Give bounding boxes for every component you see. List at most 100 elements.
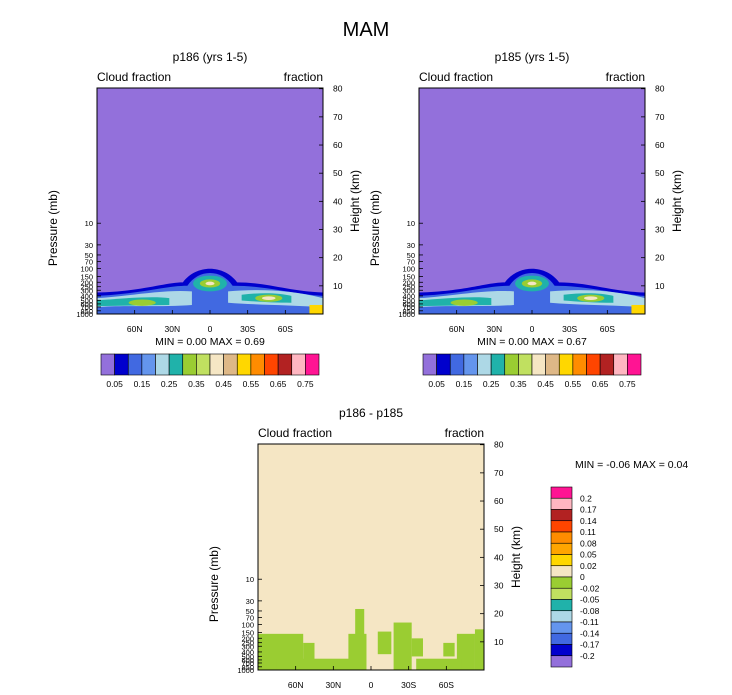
colorbar-label: 0.25 bbox=[161, 379, 178, 389]
contour-cell bbox=[450, 299, 478, 306]
pressure-tick-label: 850 bbox=[402, 307, 415, 316]
contour-cell bbox=[631, 304, 645, 314]
colorbar-box bbox=[100, 353, 115, 376]
height-tick-label: 20 bbox=[655, 253, 665, 263]
pressure-tick-label: 1000 bbox=[237, 666, 254, 675]
height-tick-label: 40 bbox=[655, 196, 665, 206]
colorbar-box bbox=[250, 353, 265, 376]
pressure-tick-label: 600 bbox=[402, 300, 415, 309]
right-string: fraction bbox=[606, 70, 645, 84]
height-tick-label: 50 bbox=[655, 168, 665, 178]
pressure-tick-label: 200 bbox=[402, 278, 415, 287]
pressure-tick-label: 30 bbox=[85, 241, 93, 250]
lat-tick-label: 30N bbox=[326, 680, 342, 690]
pressure-tick-label: 300 bbox=[80, 286, 93, 295]
colorbar-box bbox=[550, 497, 573, 510]
pressure-tick-label: 50 bbox=[85, 251, 93, 260]
contour-patch bbox=[474, 629, 484, 670]
colorbar-label: -0.02 bbox=[580, 583, 600, 593]
colorbar-box bbox=[599, 353, 615, 376]
height-tick-label: 50 bbox=[494, 524, 504, 534]
lat-tick-label: 30S bbox=[562, 324, 577, 334]
colorbar-box bbox=[422, 353, 437, 376]
height-tick-label: 60 bbox=[494, 496, 504, 506]
contour-patch bbox=[355, 608, 365, 637]
colorbar-label: 0.15 bbox=[456, 379, 473, 389]
pressure-tick-label: 600 bbox=[241, 656, 254, 665]
colorbar-box bbox=[550, 542, 573, 555]
contour-patch bbox=[443, 642, 455, 657]
pressure-tick-label: 300 bbox=[241, 642, 254, 651]
contour-patch bbox=[303, 642, 315, 670]
left-string: Cloud fraction bbox=[419, 70, 493, 84]
pressure-tick-label: 150 bbox=[402, 273, 415, 282]
pressure-tick-label: 500 bbox=[241, 652, 254, 661]
pressure-tick-label: 70 bbox=[407, 258, 415, 267]
contour-patch bbox=[377, 631, 392, 655]
contour-cell bbox=[128, 299, 156, 306]
right-string: fraction bbox=[284, 70, 323, 84]
colorbar-box bbox=[182, 353, 197, 376]
colorbar-box bbox=[550, 632, 573, 645]
lat-tick-label: 0 bbox=[530, 324, 535, 334]
figure-title: MAM bbox=[343, 19, 390, 41]
colorbar-label: 0 bbox=[580, 572, 585, 582]
contour-field bbox=[258, 444, 484, 670]
colorbar-label: 0.15 bbox=[134, 379, 151, 389]
colorbar-label: 0.05 bbox=[106, 379, 123, 389]
height-tick-label: 10 bbox=[494, 637, 504, 647]
colorbar-label: 0.2 bbox=[580, 493, 592, 503]
colorbar-label: 0.02 bbox=[580, 561, 597, 571]
colorbar-label: 0.35 bbox=[188, 379, 205, 389]
lat-tick-label: 0 bbox=[208, 324, 213, 334]
colorbar-box bbox=[550, 610, 573, 623]
y-axis-label-right: Height (km) bbox=[348, 170, 362, 232]
colorbar-box bbox=[477, 353, 492, 376]
pressure-tick-label: 30 bbox=[246, 597, 254, 606]
colorbar-box bbox=[627, 353, 642, 376]
lat-tick-label: 30S bbox=[401, 680, 416, 690]
colorbar-box bbox=[550, 486, 573, 499]
height-tick-label: 30 bbox=[655, 225, 665, 235]
colorbar-label: -0.2 bbox=[580, 651, 595, 661]
contour-cell bbox=[205, 281, 215, 286]
panel-title: p185 (yrs 1-5) bbox=[495, 50, 570, 64]
stats-text: MIN = 0.00 MAX = 0.69 bbox=[155, 336, 265, 348]
pressure-tick-label: 600 bbox=[80, 300, 93, 309]
colorbar-label: 0.35 bbox=[510, 379, 527, 389]
colorbar-label: -0.05 bbox=[580, 595, 600, 605]
colorbar-box bbox=[550, 520, 573, 533]
colorbar-label: 0.45 bbox=[537, 379, 554, 389]
colorbar-label: -0.11 bbox=[580, 617, 599, 627]
contour-cell bbox=[583, 296, 598, 300]
height-tick-label: 10 bbox=[333, 281, 343, 291]
colorbar-box bbox=[586, 353, 601, 376]
colorbar-box bbox=[550, 655, 573, 668]
pressure-tick-label: 300 bbox=[402, 286, 415, 295]
colorbar-box bbox=[463, 353, 478, 376]
y-axis-label-right: Height (km) bbox=[670, 170, 684, 232]
colorbar-box bbox=[550, 576, 573, 589]
y-axis-label: Pressure (mb) bbox=[368, 190, 382, 266]
height-tick-label: 80 bbox=[655, 84, 665, 94]
colorbar-label: 0.65 bbox=[592, 379, 609, 389]
colorbar-box bbox=[504, 353, 519, 376]
colorbar-box bbox=[518, 353, 533, 376]
lat-tick-label: 60N bbox=[449, 324, 465, 334]
colorbar: 0.20.170.140.110.080.050.020-0.02-0.05-0… bbox=[550, 486, 600, 668]
colorbar-label: 0.11 bbox=[580, 527, 596, 537]
y-axis-label: Pressure (mb) bbox=[46, 190, 60, 266]
contour-cell bbox=[527, 281, 537, 286]
pressure-tick-label: 700 bbox=[402, 303, 415, 312]
height-tick-label: 10 bbox=[655, 281, 665, 291]
colorbar-label: 0.25 bbox=[483, 379, 500, 389]
colorbar-box bbox=[550, 587, 573, 600]
height-tick-label: 30 bbox=[494, 581, 504, 591]
panel-title: p186 - p185 bbox=[339, 406, 403, 420]
contour-patch bbox=[411, 638, 423, 657]
colorbar-box bbox=[155, 353, 170, 376]
lat-tick-label: 30N bbox=[165, 324, 181, 334]
contour-patch bbox=[416, 658, 462, 670]
